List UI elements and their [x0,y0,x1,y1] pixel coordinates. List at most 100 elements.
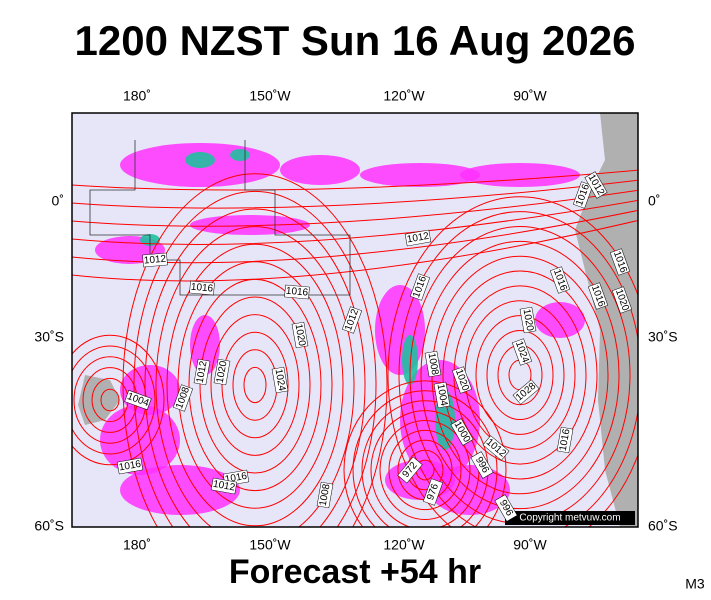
longitude-label: 120˚W [383,88,425,104]
isobar-label: 1020 [215,360,230,384]
isobar-label-box [316,481,334,509]
isobar-label-box [422,478,444,506]
isobar-label-group: 1020 [519,306,537,334]
isobar-label-group: 1024 [271,366,289,394]
isobar-label-group: 1016 [116,457,144,475]
isobar-label-box [291,321,309,349]
isobar-label-box [556,426,574,454]
isobar-label-group: 1012 [404,229,432,247]
land [575,113,638,527]
isobar-label-group: 1008 [424,350,442,378]
heavy-precipitation [402,335,418,385]
isobar-label-box [341,306,363,334]
isobar [352,390,498,527]
isobar [343,380,507,527]
latitude-label: 60˚S [34,518,64,534]
isobar-label-box [512,379,540,405]
isobar [100,388,120,412]
precipitation [190,215,310,235]
isobar-label-group: 1012 [193,358,211,386]
longitude-label: 150˚W [249,537,291,553]
precipitation [460,163,580,187]
isobar-label-box [572,181,594,209]
isobar [475,315,565,435]
isobar-label-box [519,306,537,334]
map-layers [72,113,638,527]
isobar-label-box [609,248,631,276]
isobar-label-box [404,229,432,247]
model-code: M3 [685,576,705,592]
latitude-label: 60˚S [648,518,678,534]
isobar-label: 1016 [558,428,573,452]
latitude-label: 0˚ [648,193,660,209]
isobar-label-box [494,494,518,522]
isobar-label: 1004 [435,383,450,407]
longitude-label: 90˚W [513,537,547,553]
isobar [243,366,267,404]
isobar-label-group: 1008 [316,481,334,509]
isobar-label-box [124,389,152,411]
isobar [144,208,366,527]
isobar [388,429,462,511]
heavy-precipitation [230,149,250,161]
isobar-label-box [611,286,633,314]
title: 1200 NZST Sun 16 Aug 2026 [75,17,636,64]
latitude-label: 30˚S [648,329,678,345]
isobar [486,329,554,421]
land [78,375,120,425]
isobar-label-box [482,435,510,461]
isobar [72,179,638,209]
isobar [72,189,638,227]
isobar-label: 1012 [143,254,167,267]
isobar-label: 1024 [273,368,288,392]
isobar-label: 1012 [195,360,210,384]
isobar [72,169,638,191]
isobar-label-box [470,451,494,479]
isobar-label: 1020 [521,308,536,332]
longitude-label: 120˚W [383,537,425,553]
copyright-box [505,511,635,525]
precipitation [280,155,360,185]
isobar-label-box [271,366,289,394]
isobar-label-box [193,358,211,386]
longitude-label: 180˚ [123,537,151,553]
isobar [72,334,165,466]
isobar-label: 1012 [212,479,236,494]
isobar-label-box [284,284,310,300]
isobar-label: 1016 [285,286,309,299]
isobar-label-group: 1016 [189,280,215,296]
isobar-label-box [397,456,423,484]
isobar [420,240,620,510]
isobar [442,270,598,480]
isobar-label-box [409,273,431,301]
isobar-label-box [511,338,533,366]
isobar-label-group: 1012 [210,477,238,495]
map-frame [71,112,639,528]
isobar-label: 1008 [318,483,333,507]
isobar-label-box [116,457,144,475]
isobar-label-group: 1016 [284,284,310,300]
latitude-label: 0˚ [52,193,64,209]
isobar [72,199,638,245]
isobar-label-box [142,252,168,268]
isobar [398,211,638,527]
isobar [72,209,638,264]
isobar-label: 1012 [406,231,430,246]
isobar [379,420,471,520]
isobar-label: 1020 [293,323,308,347]
isobar-label-box [210,477,238,495]
isobar [166,243,344,527]
isobar [72,345,156,455]
isobar [387,196,638,527]
isobar-label-group: 976 [422,478,444,506]
precipitation [120,465,240,515]
longitude-label: 90˚W [513,88,547,104]
precipitation [360,163,480,187]
isobar-label-group: 1020 [213,358,231,386]
isobar-label-box [450,418,474,446]
isobar [72,219,638,282]
isobar [155,226,355,527]
isobar-label-box [172,384,194,412]
longitude-label: 150˚W [249,88,291,104]
